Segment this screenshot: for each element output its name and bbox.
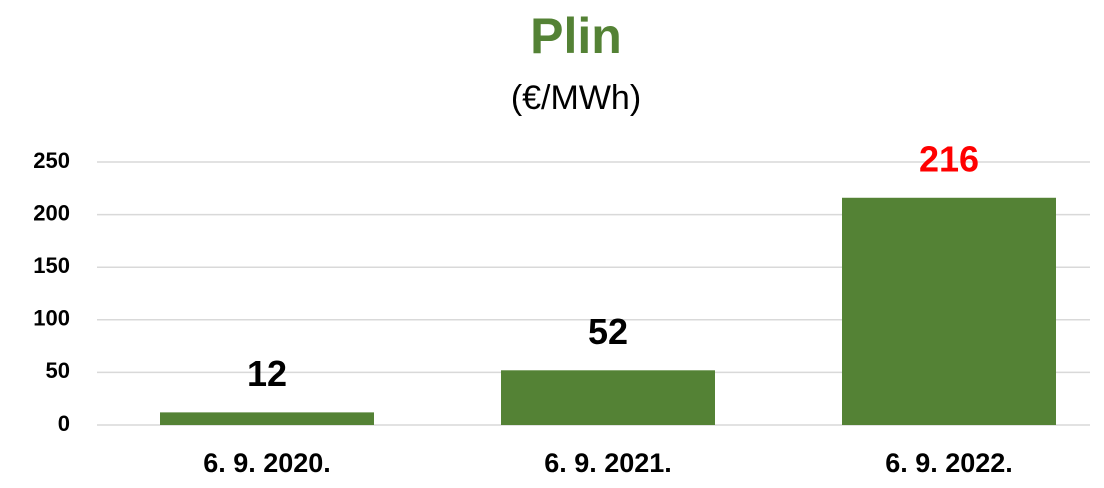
y-tick-label: 200 (33, 200, 70, 225)
y-tick-label: 250 (33, 148, 70, 173)
y-tick-label: 0 (58, 411, 70, 436)
x-tick-label: 6. 9. 2020. (203, 448, 331, 478)
bar (501, 370, 715, 425)
data-label: 52 (588, 311, 628, 352)
data-label: 12 (247, 353, 287, 394)
bar (160, 412, 374, 425)
x-tick-label: 6. 9. 2022. (885, 448, 1013, 478)
chart-subtitle: (€/MWh) (511, 79, 641, 117)
y-tick-label: 100 (33, 306, 70, 331)
chart-title: Plin (530, 8, 622, 64)
x-tick-label: 6. 9. 2021. (544, 448, 672, 478)
data-label: 216 (919, 138, 979, 179)
y-tick-label: 50 (46, 358, 70, 383)
bar (842, 197, 1056, 425)
y-tick-label: 150 (33, 253, 70, 278)
